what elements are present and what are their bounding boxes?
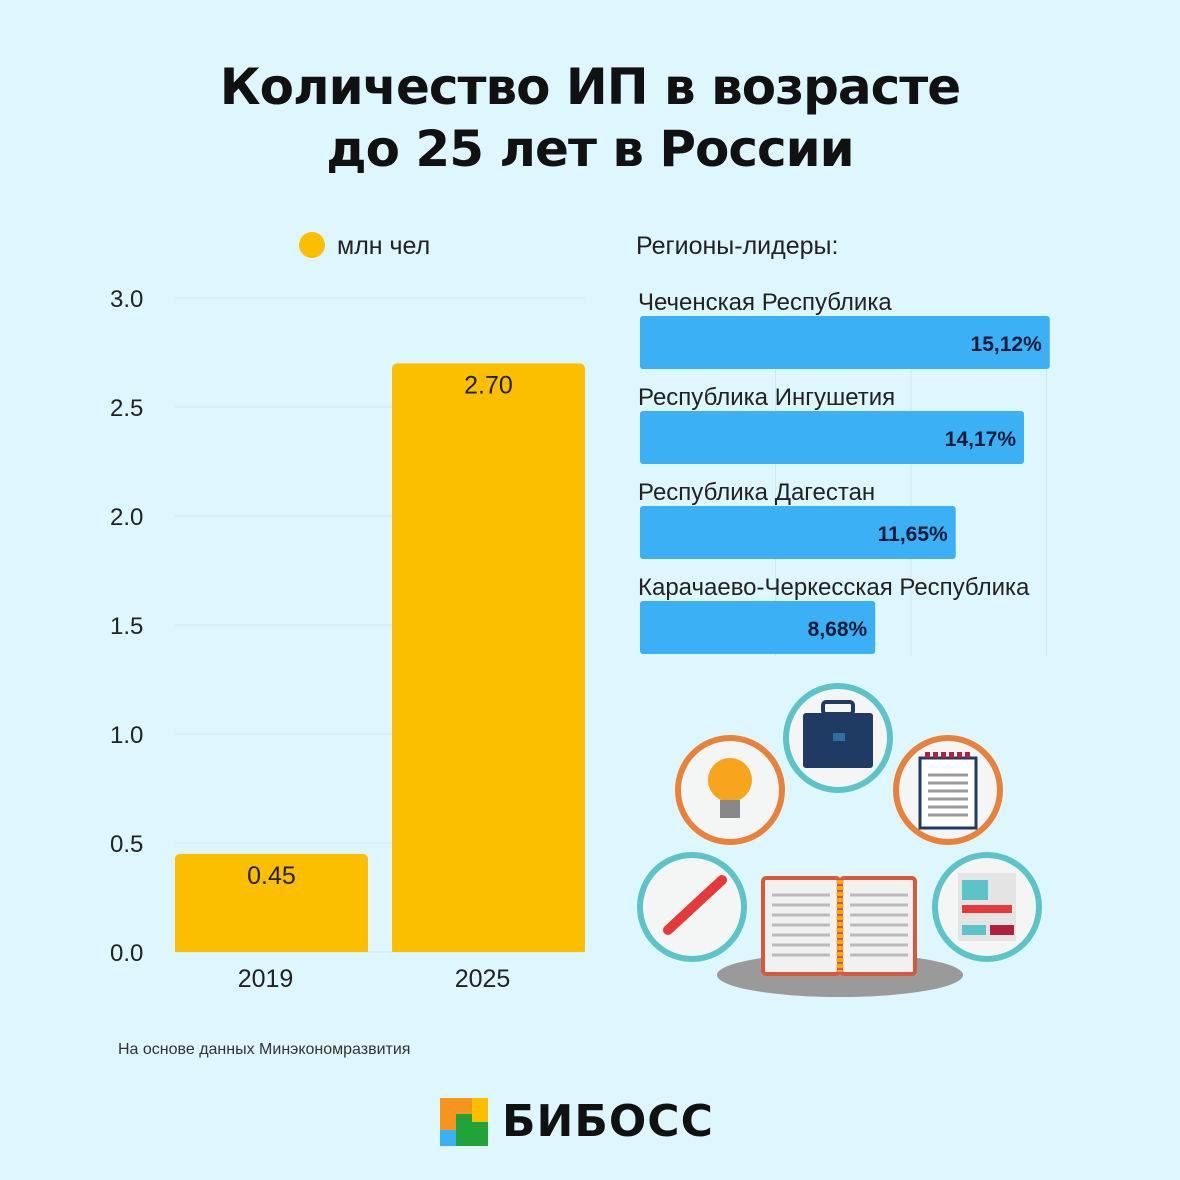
regions-title: Регионы-лидеры: [636, 232, 838, 260]
y-tick-label: 0.0 [110, 940, 143, 967]
newspaper-photo-icon [962, 880, 988, 900]
source-note: На основе данных Минэкономразвития [118, 1041, 411, 1058]
region-label: Карачаево-Черкесская Республика [638, 574, 1030, 601]
region-data-label: 15,12% [971, 333, 1043, 356]
y-tick-label: 2.0 [110, 504, 143, 531]
newspaper-block-icon [962, 925, 986, 935]
newspaper-headline-icon [962, 905, 1012, 913]
lightbulb-icon [708, 758, 752, 802]
y-tick-label: 3.0 [110, 286, 143, 313]
region-bar [640, 316, 1050, 369]
legend-marker [299, 232, 325, 258]
logo-mark-icon [440, 1097, 488, 1146]
legend-label: млн чел [337, 232, 430, 260]
title-line-2: до 25 лет в России [326, 120, 854, 178]
briefcase-handle-icon [821, 700, 855, 716]
region-label: Республика Ингушетия [638, 384, 895, 411]
briefcase-clasp-icon [833, 733, 845, 741]
y-tick-label: 1.0 [110, 722, 143, 749]
region-bar [640, 601, 876, 654]
region-bar [640, 506, 956, 559]
logo: БИБОСС [440, 1096, 714, 1147]
notepad-icon [918, 756, 978, 830]
bar-data-label: 0.45 [247, 862, 296, 890]
y-tick-label: 0.5 [110, 831, 143, 858]
y-tick-label: 2.5 [110, 395, 143, 422]
logo-text: БИБОСС [502, 1096, 714, 1147]
title-line-1: Количество ИП в возрасте [219, 58, 961, 116]
newspaper-block-icon [990, 925, 1014, 935]
region-label: Чеченская Республика [638, 289, 892, 316]
bar-2019 [175, 853, 368, 952]
region-data-label: 8,68% [808, 618, 868, 641]
region-data-label: 14,17% [945, 428, 1017, 451]
region-bar [640, 411, 1025, 464]
y-tick-label: 1.5 [110, 613, 143, 640]
pencil-icon [663, 875, 727, 935]
region-label: Республика Дагестан [638, 479, 875, 506]
x-tick-label: 2019 [238, 965, 294, 993]
bar-2025 [392, 363, 585, 952]
illustration [637, 683, 1042, 997]
bar-data-label: 2.70 [464, 371, 513, 399]
x-tick-label: 2025 [455, 965, 511, 993]
page-title: Количество ИП в возрасте до 25 лет в Рос… [0, 56, 1180, 180]
region-data-label: 11,65% [878, 523, 948, 546]
lightbulb-base-icon [720, 800, 740, 818]
